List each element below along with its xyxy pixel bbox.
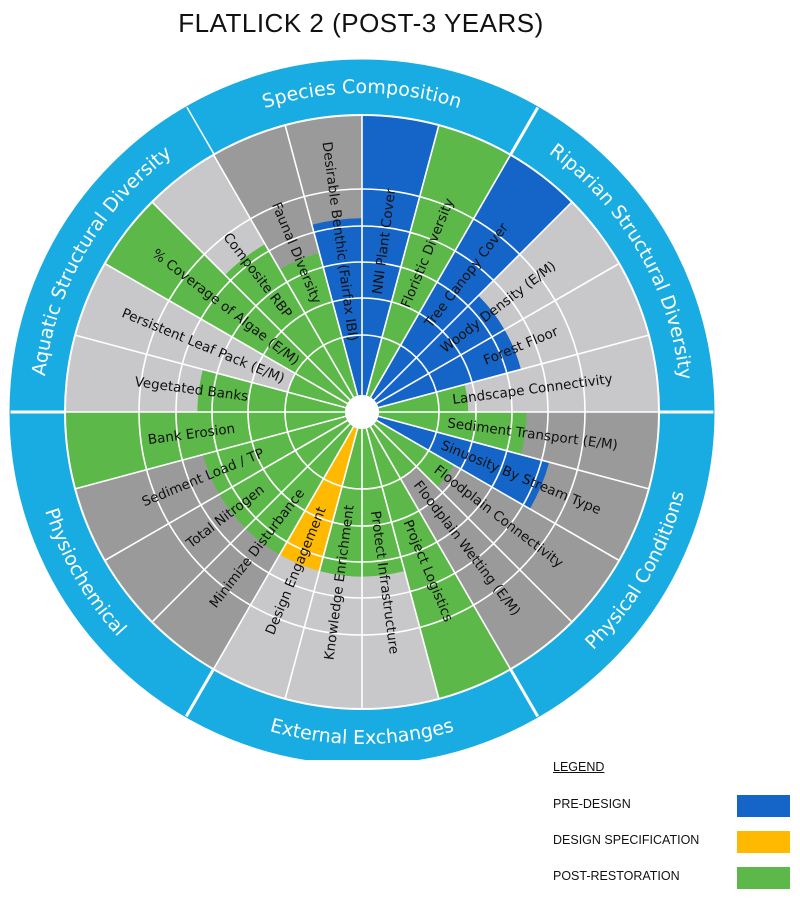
segment-total-nitrogen-fill (219, 420, 350, 529)
category-divider (184, 669, 215, 718)
grid-spoke (74, 334, 346, 409)
legend-item-pre-design: PRE-DESIGN (553, 795, 793, 831)
grid-spoke (104, 262, 348, 405)
category-external-exchanges-band (186, 670, 538, 760)
grid-spoke (378, 415, 650, 490)
segment-floristic-diversity-fill (366, 125, 511, 398)
segment-faunal-diversity-fill (279, 253, 358, 398)
grid-spoke (365, 124, 440, 396)
grid-spoke (104, 419, 348, 562)
wheel-center (345, 395, 379, 429)
segment-persistent-leaf-pack-e-m-base (75, 263, 348, 408)
segment-coverage-of-algae-e-m-fill (104, 201, 350, 404)
grid-spoke (284, 428, 359, 700)
segment-protect-infrastructure-fill (362, 428, 405, 577)
outer-category-ring (9, 59, 715, 760)
segment-nni-plant-cover-fill (362, 115, 439, 396)
legend-swatch-design-specification (737, 831, 790, 853)
segment-floodplain-wetting-e-m-base (370, 424, 573, 670)
legend-label: PRE-DESIGN (553, 797, 631, 811)
segment-sediment-load-tp-fill (203, 416, 348, 495)
segment-sinuosity-by-stream-type-fill (376, 416, 550, 509)
category-physiochemical-band (10, 412, 213, 717)
segment-forest-floor-fill (376, 329, 521, 408)
grid-spoke (212, 154, 355, 398)
segment-vegetated-banks-fill (197, 369, 346, 412)
grid-spoke (373, 423, 573, 623)
wheel-grid-lines (64, 114, 660, 710)
category-divider (509, 106, 540, 155)
grid-spoke (365, 428, 440, 700)
segment-tree-canopy-cover-fill (370, 154, 573, 400)
category-divider (509, 669, 540, 718)
wheel-fill-layer (65, 115, 573, 699)
grid-spoke (369, 154, 512, 398)
segment-persistent-leaf-pack-e-m-fill (287, 373, 348, 408)
segment-sediment-transport-e-m-fill (378, 412, 527, 455)
segment-knowledge-enrichment-fill (319, 428, 362, 577)
legend-item-post-restoration: POST-RESTORATION (553, 867, 793, 903)
outer-ring-edge (9, 59, 715, 760)
legend-swatch-post-restoration (737, 867, 790, 889)
grid-spoke (284, 124, 359, 396)
legend-label: POST-RESTORATION (553, 869, 680, 883)
grid-spoke (212, 426, 355, 670)
legend-heading: LEGEND (553, 760, 605, 774)
segment-floodplain-wetting-e-m-fill (370, 424, 417, 479)
grid-spoke (378, 334, 650, 409)
category-species-composition-band (186, 59, 538, 154)
page-title: FLATLICK 2 (POST-3 YEARS) (178, 8, 544, 38)
legend-swatch-pre-design (737, 795, 790, 817)
grid-spoke (376, 419, 620, 562)
grid-spoke (376, 262, 620, 405)
grid-spoke (151, 423, 351, 623)
segment-woody-density-e-m-fill (374, 295, 505, 404)
legend-item-design-specification: DESIGN SPECIFICATION (553, 831, 793, 867)
segment-landscape-connectivity-fill (378, 384, 469, 412)
segment-bank-erosion-fill (65, 412, 346, 489)
category-riparian-structural-diversity-band (511, 107, 714, 412)
legend: LEGEND PRE-DESIGN DESIGN SPECIFICATION P… (553, 760, 793, 903)
segment-floodplain-connectivity-fill (374, 420, 454, 488)
grid-spoke (373, 201, 573, 401)
legend-label: DESIGN SPECIFICATION (553, 833, 700, 847)
segment-composite-rbp-fill (224, 244, 354, 400)
category-aquatic-structural-diversity-band (10, 107, 213, 412)
grid-spoke (74, 415, 346, 490)
category-physical-conditions-band (511, 412, 714, 717)
segment-project-logistics-fill (366, 426, 511, 699)
segment-design-engagement-fill (279, 426, 358, 571)
grid-spoke (151, 201, 351, 401)
segment-minimize-disturbance-fill (245, 424, 354, 555)
grid-spoke (369, 426, 512, 670)
